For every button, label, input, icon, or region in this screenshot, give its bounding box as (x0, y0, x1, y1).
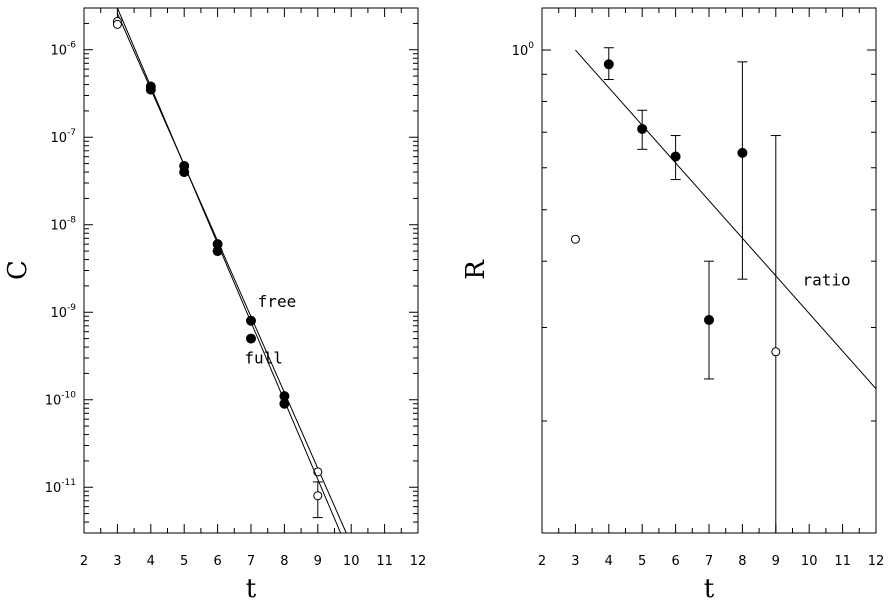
x-axis-label: t (704, 574, 715, 600)
y-axis-label: C (3, 260, 33, 280)
ratio-point (603, 59, 614, 70)
full-open-point (313, 491, 323, 501)
x-tick-label: 8 (280, 554, 288, 569)
ratio-open-point (570, 234, 580, 244)
y-tick-label: 10-11 (45, 478, 76, 496)
x-tick-label: 4 (605, 554, 613, 569)
annotation-free: free (258, 292, 297, 311)
x-tick-label: 3 (571, 554, 579, 569)
x-tick-label: 9 (314, 554, 322, 569)
x-tick-label: 5 (638, 554, 646, 569)
annotation-ratio: ratio (803, 270, 851, 289)
ratio-open-point (771, 347, 781, 357)
y-tick-label: 10-8 (50, 216, 76, 234)
ratio-point (704, 314, 714, 325)
free-point (246, 315, 256, 326)
x-tick-label: 2 (80, 554, 88, 569)
x-tick-label: 2 (538, 554, 546, 569)
y-tick-label: 100 (512, 41, 535, 59)
x-tick-label: 10 (343, 554, 360, 569)
x-tick-label: 12 (868, 554, 885, 569)
x-tick-label: 6 (671, 554, 679, 569)
full-open-point (112, 19, 122, 29)
x-tick-label: 7 (705, 554, 713, 569)
x-tick-label: 5 (180, 554, 188, 569)
y-axis-label: R (461, 259, 491, 280)
x-tick-label: 12 (410, 554, 427, 569)
full-point (179, 167, 190, 178)
full-point (246, 333, 256, 344)
plot-frame (83, 7, 419, 534)
full-point (145, 84, 156, 95)
full-point (212, 246, 223, 257)
y-tick-label: 10-9 (50, 303, 76, 321)
x-axis-label: t (246, 574, 257, 600)
full-point (279, 398, 290, 409)
left-panel-C-vs-t: 2 3 4 5 6 7 8 9 10 11 12 10-6 10-7 10-8 10-9 10-10 10-11… (3, 7, 427, 600)
x-tick-label: 9 (772, 554, 780, 569)
x-tick-label: 7 (247, 554, 255, 569)
ratio-fit-line (575, 49, 876, 390)
free-fit-line (116, 13, 347, 533)
y-tick-label: 10-6 (50, 41, 76, 59)
annotation-full: full (244, 348, 283, 367)
x-tick-label: 3 (113, 554, 121, 569)
x-tick-label: 11 (376, 554, 393, 569)
ratio-point (637, 123, 648, 134)
ratio-point (670, 151, 681, 162)
y-tick-label: 10-7 (50, 128, 76, 146)
full-fit-line (116, 8, 342, 533)
x-tick-label: 10 (801, 554, 818, 569)
ratio-point (737, 147, 748, 158)
x-tick-label: 8 (738, 554, 746, 569)
x-tick-label: 11 (834, 554, 851, 569)
x-tick-label: 4 (147, 554, 155, 569)
y-tick-label: 10-10 (45, 391, 77, 409)
x-tick-label: 6 (213, 554, 221, 569)
